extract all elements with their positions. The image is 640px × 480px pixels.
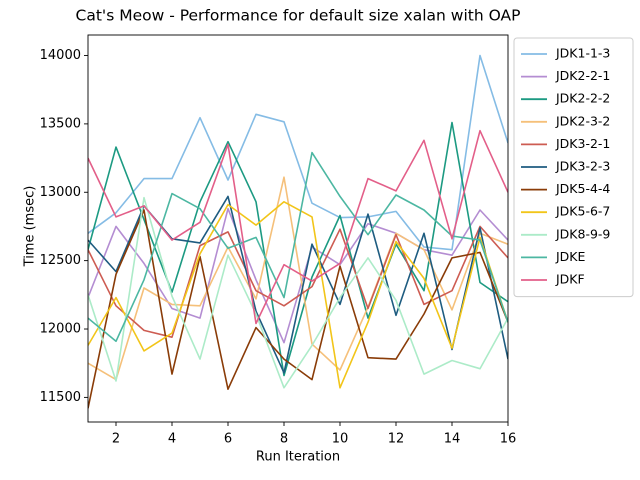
y-axis-ticks: 11500 12000 12500 13000 13500 14000 [40, 48, 88, 405]
legend-label: JDK5-6-7 [555, 204, 610, 219]
legend-label: JDK3-2-3 [555, 159, 610, 174]
legend-box [513, 37, 634, 298]
y-axis-label: Time (msec) [23, 186, 38, 268]
chart-title: Cat's Meow - Performance for default siz… [76, 7, 521, 25]
legend-label: JDK2-3-2 [555, 113, 610, 128]
series-line-jdkf [88, 129, 508, 325]
series-line-jdke [88, 151, 508, 343]
x-tick-label: 12 [388, 432, 405, 447]
legend-label: JDK1-1-3 [555, 46, 610, 61]
legend-entry: JDK2-3-2 [521, 113, 610, 128]
legend-label: JDKE [555, 249, 586, 264]
legend-label: JDKF [555, 272, 585, 287]
series-line-jdk1-1-3 [88, 54, 508, 251]
y-tick-label: 14000 [40, 48, 81, 63]
x-axis-ticks: 2 4 6 8 10 12 14 16 [112, 422, 516, 447]
legend-entry: JDK2-2-1 [521, 68, 610, 83]
x-tick-label: 10 [332, 432, 349, 447]
legend-entry: JDK3-2-3 [521, 159, 610, 174]
series-line-jdk5-6-7 [88, 201, 508, 389]
legend-label: JDK8-9-9 [555, 226, 610, 241]
legend-entry: JDKE [521, 249, 586, 264]
x-tick-label: 8 [280, 432, 288, 447]
legend-entry: JDK3-2-1 [521, 136, 610, 151]
legend: JDK1-1-3 JDK2-2-1 JDK2-2-2 JDK2-3-2 JDK3-2-1… [513, 37, 634, 298]
series-line-jdk5-4-4 [88, 209, 508, 409]
series-line-jdk2-2-1 [88, 207, 508, 344]
y-tick-label: 12000 [40, 322, 81, 337]
series-line-jdk8-9-9 [88, 196, 508, 389]
series-lines [88, 54, 508, 409]
legend-entry: JDK1-1-3 [521, 46, 610, 61]
legend-entry: JDKF [521, 272, 585, 287]
y-tick-label: 13000 [40, 185, 81, 200]
x-tick-label: 14 [444, 432, 461, 447]
x-axis-label: Run Iteration [256, 450, 340, 465]
y-tick-label: 11500 [40, 390, 81, 405]
legend-entry: JDK5-4-4 [521, 181, 610, 196]
y-tick-label: 13500 [40, 116, 81, 131]
legend-entry: JDK2-2-2 [521, 91, 610, 106]
legend-label: JDK2-2-2 [555, 91, 610, 106]
series-line-jdk3-2-1 [88, 225, 508, 339]
series-line-jdk2-2-2 [88, 121, 508, 377]
legend-entry: JDK5-6-7 [521, 204, 610, 219]
legend-entry: JDK8-9-9 [521, 226, 610, 241]
legend-label: JDK5-4-4 [555, 181, 610, 196]
legend-label: JDK3-2-1 [555, 136, 610, 151]
legend-label: JDK2-2-1 [555, 68, 610, 83]
x-tick-label: 2 [112, 432, 120, 447]
x-tick-label: 6 [224, 432, 232, 447]
y-tick-label: 12500 [40, 253, 81, 268]
x-tick-label: 16 [500, 432, 517, 447]
plot-area-frame [87, 34, 509, 423]
x-tick-label: 4 [168, 432, 176, 447]
